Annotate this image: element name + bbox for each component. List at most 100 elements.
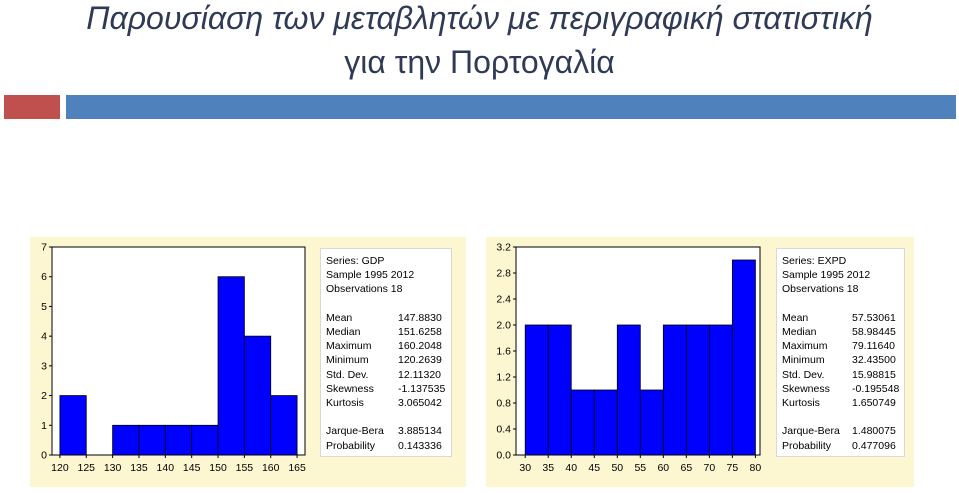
expd-histogram-bar <box>593 389 618 456</box>
gdp-x-tick-label: 120 <box>51 462 69 474</box>
gdp-stats-header-label: Sample 1995 2012 <box>326 269 415 282</box>
gdp-test-probability-value: 0.143336 <box>398 439 442 452</box>
expd-stats-box: Series: EXPD Sample 1995 2012 Observations… <box>776 248 905 457</box>
expd-x-tick-label: 35 <box>542 462 554 474</box>
gdp-stat-median-value: 151.6258 <box>398 326 442 338</box>
expd-y-tick-label: 2.4 <box>496 294 511 306</box>
gdp-stat-skewness-label: Skewness <box>326 382 374 395</box>
gdp-y-tick-label: 3 <box>41 360 47 372</box>
expd-histogram-bar <box>547 324 572 456</box>
gdp-y-tick-label: 1 <box>41 420 47 432</box>
gdp-stat-minimum-label: Minimum <box>326 354 369 367</box>
expd-stat-mean-label: Mean <box>782 311 809 324</box>
expd-test-probability-value: 0.477096 <box>852 439 896 452</box>
gdp-x-tick-label: 165 <box>288 462 306 474</box>
slide-title-line-2: για την Πορτογαλία <box>344 44 615 80</box>
expd-histogram-bar <box>639 389 664 456</box>
gdp-histogram-bar <box>270 395 298 456</box>
expd-y-tick-label: 0.4 <box>496 424 511 436</box>
gdp-histogram-bar <box>217 276 245 456</box>
expd-x-tick-label: 75 <box>727 462 739 474</box>
gdp-x-tick-label: 145 <box>183 462 201 474</box>
expd-test-jarque-bera-label: Jarque-Bera <box>782 425 840 438</box>
expd-stat-skewness-value: -0.195548 <box>852 382 900 395</box>
gdp-stat-maximum-label: Maximum <box>326 340 372 353</box>
gdp-x-tick-label: 155 <box>236 462 254 474</box>
expd-x-tick-label: 30 <box>519 462 531 474</box>
expd-x-tick-label: 40 <box>565 462 577 474</box>
gdp-x-tick-label: 125 <box>77 462 95 474</box>
expd-stat-maximum-label: Maximum <box>782 340 828 353</box>
accent-bar-blue <box>66 95 956 119</box>
gdp-x-tick-label: 135 <box>130 462 148 474</box>
gdp-y-tick-label: 7 <box>41 242 47 254</box>
expd-stat-minimum-value: 32.43500 <box>852 354 896 367</box>
gdp-histogram-bar <box>112 424 140 456</box>
gdp-panel: 0 1 2 3 4 5 6 7 120 125 130 135 140 145 150 155 160 165 S… <box>30 237 466 487</box>
expd-stat-kurtosis-label: Kurtosis <box>782 397 820 409</box>
gdp-histogram-bar <box>164 424 193 456</box>
expd-stat-skewness-label: Skewness <box>782 382 830 395</box>
gdp-histogram-bar <box>59 395 87 456</box>
expd-stat-mean-value: 57.53061 <box>852 311 896 324</box>
expd-stats-header-label: Series: EXPD <box>782 255 847 267</box>
expd-panel: 0.0 0.4 0.8 1.2 1.6 2.0 2.4 2.8 3.2 30 35 40 45 50 55 6… <box>486 237 914 487</box>
gdp-stat-std-dev-label: Std. Dev. <box>326 368 369 381</box>
expd-histogram-bar <box>731 259 756 456</box>
expd-y-tick-label: 0.8 <box>496 398 511 410</box>
expd-histogram-bar <box>524 324 549 456</box>
gdp-histogram-bar <box>138 424 166 456</box>
expd-test-jarque-bera-value: 1.480075 <box>852 425 896 438</box>
gdp-histogram: 0 1 2 3 4 5 6 7 120 125 130 135 140 145 150 155 160 165 <box>41 242 306 475</box>
expd-x-tick-label: 55 <box>634 462 646 474</box>
expd-histogram-bar <box>708 324 733 456</box>
gdp-stats-box: Series: GDP Sample 1995 2012 Observations … <box>320 248 452 457</box>
expd-histogram-bar <box>662 324 687 456</box>
gdp-y-tick-label: 5 <box>41 301 47 313</box>
expd-y-tick-label: 1.2 <box>496 372 511 384</box>
gdp-test-jarque-bera-value: 3.885134 <box>398 425 442 438</box>
gdp-y-tick-label: 2 <box>41 390 47 402</box>
gdp-stat-mean-label: Mean <box>326 311 353 324</box>
expd-histogram: 0.0 0.4 0.8 1.2 1.6 2.0 2.4 2.8 3.2 30 35 40 45 50 55 6… <box>496 242 762 475</box>
expd-stat-std-dev-label: Std. Dev. <box>782 368 825 381</box>
gdp-stats-header-label: Observations 18 <box>326 283 403 296</box>
gdp-test-probability-label: Probability <box>326 439 376 452</box>
expd-stat-minimum-label: Minimum <box>782 354 825 367</box>
expd-x-tick-label: 70 <box>704 462 716 474</box>
expd-y-tick-label: 0.0 <box>496 450 511 462</box>
expd-stats-header-label: Observations 18 <box>782 283 859 296</box>
expd-stat-median-label: Median <box>782 326 817 338</box>
expd-y-tick-label: 2.8 <box>496 268 511 280</box>
gdp-histogram-bar <box>243 335 272 456</box>
expd-histogram-bar <box>616 324 641 456</box>
gdp-histogram-bar <box>191 424 219 456</box>
gdp-stat-median-label: Median <box>326 326 361 338</box>
gdp-stat-mean-value: 147.8830 <box>398 311 442 324</box>
expd-stat-kurtosis-value: 1.650749 <box>852 397 896 409</box>
gdp-x-tick-label: 150 <box>209 462 227 474</box>
gdp-y-tick-label: 4 <box>41 331 47 343</box>
gdp-stat-kurtosis-label: Kurtosis <box>326 397 364 409</box>
accent-bar-red <box>4 95 60 119</box>
expd-stat-median-value: 58.98445 <box>852 326 896 338</box>
gdp-x-tick-label: 130 <box>104 462 122 474</box>
gdp-y-tick-label: 0 <box>41 450 47 462</box>
expd-stat-std-dev-value: 15.98815 <box>852 368 896 381</box>
expd-x-tick-label: 45 <box>588 462 600 474</box>
gdp-x-tick-label: 140 <box>157 462 175 474</box>
gdp-x-tick-label: 160 <box>262 462 280 474</box>
gdp-stat-std-dev-value: 12.11320 <box>398 368 442 381</box>
expd-x-tick-label: 50 <box>611 462 623 474</box>
gdp-stats-header-label: Series: GDP <box>326 255 385 267</box>
gdp-stat-kurtosis-value: 3.065042 <box>398 397 442 409</box>
expd-x-tick-label: 60 <box>657 462 669 474</box>
expd-test-probability-label: Probability <box>782 439 832 452</box>
expd-x-tick-label: 80 <box>750 462 762 474</box>
expd-y-tick-label: 1.6 <box>496 346 511 358</box>
gdp-stat-maximum-value: 160.2048 <box>398 340 442 353</box>
slide-title-line-1: Παρουσίαση των μεταβλητών με περιγραφική… <box>86 0 873 36</box>
expd-histogram-bar <box>685 324 710 456</box>
expd-stats-header-label: Sample 1995 2012 <box>782 269 871 282</box>
gdp-test-jarque-bera-label: Jarque-Bera <box>326 425 384 438</box>
